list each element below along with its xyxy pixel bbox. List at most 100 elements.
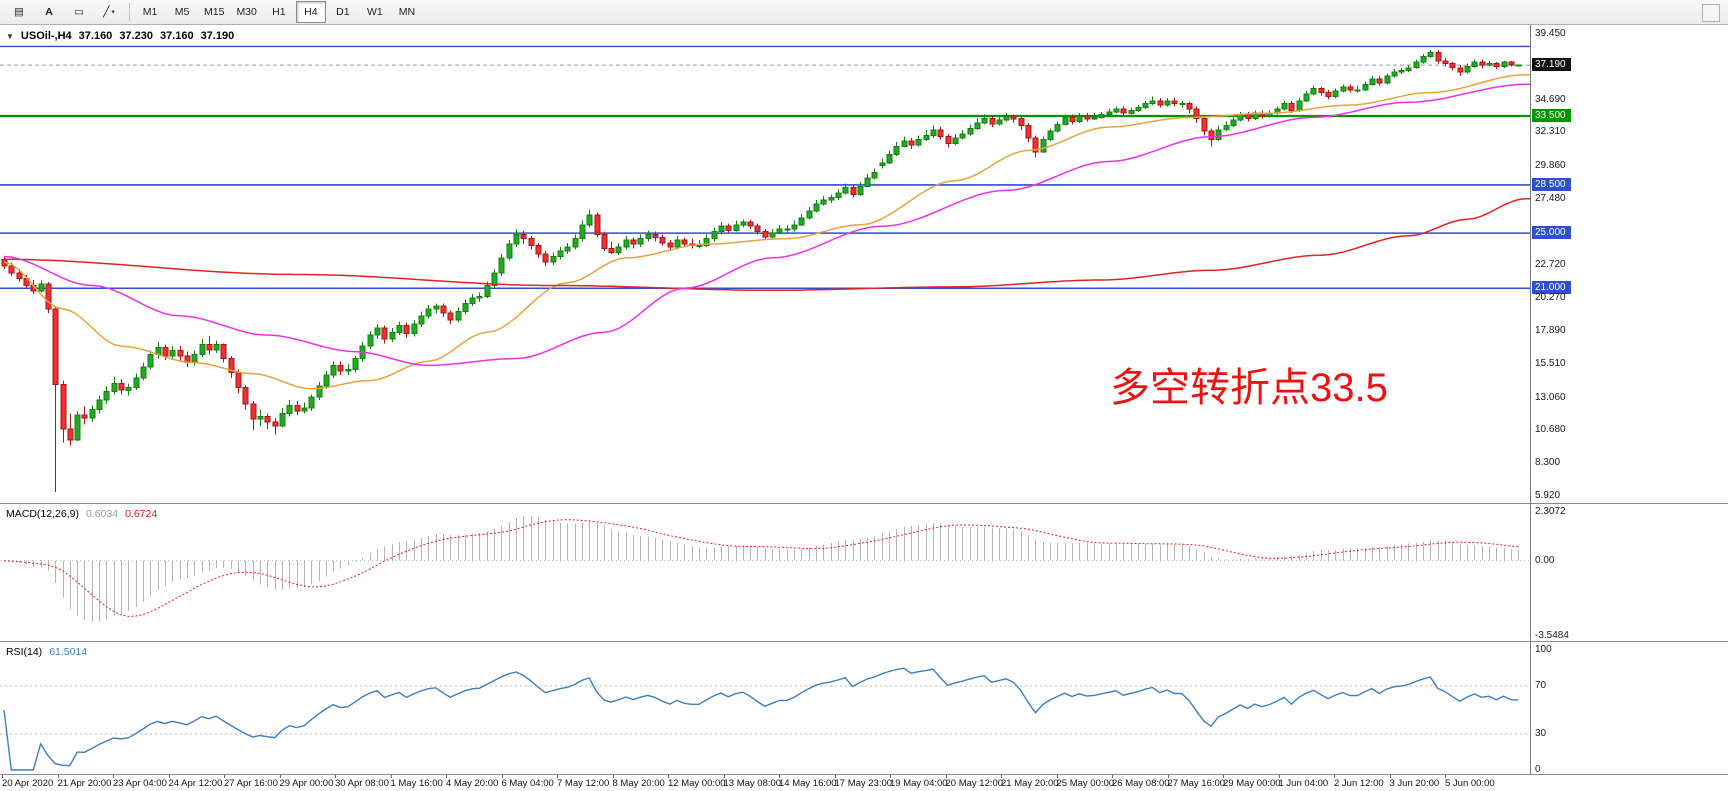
toolbar-right-button[interactable] (1702, 4, 1720, 22)
timeframe-button-m30[interactable]: M30 (236, 6, 257, 18)
time-axis-tick (723, 775, 725, 778)
panel-separator (0, 774, 1728, 775)
price-axis[interactable]: 39.450 37.190 34.690 33.500 32.310 29.860 28.5… (1530, 25, 1728, 503)
indicator-axis-label: 30 (1535, 728, 1547, 739)
time-axis-tick (224, 775, 225, 778)
timeframe-button-h4[interactable]: H4 (295, 1, 326, 23)
time-axis-tick (779, 775, 780, 778)
rsi-name: RSI(14) (6, 646, 43, 658)
time-axis-tick (168, 775, 170, 778)
time-axis-tick (335, 775, 336, 778)
indicator-axis-label: 100 (1535, 644, 1552, 655)
ma-red (4, 197, 1530, 292)
macd-name: MACD(12,26,9) (6, 508, 79, 520)
time-axis-label: 5 Jun 00:00 (1445, 778, 1495, 789)
chart-text-annotation: 多空转折点33.5 (1110, 366, 1388, 410)
time-axis-label: 20 Apr 2020 (2, 778, 54, 789)
price-axis-label: 34.690 (1535, 93, 1566, 105)
ma-magenta (3, 83, 1530, 367)
price-axis-label: 5.920 (1535, 490, 1561, 502)
chart-title: ▼ USOil-,H4 37.160 37.230 37.160 37.190 (6, 30, 234, 42)
ohlc-open: 37.160 (78, 30, 113, 42)
time-axis-tick (1223, 775, 1224, 778)
price-axis-label: 22.720 (1535, 258, 1566, 270)
indicator-axis-label: 70 (1535, 680, 1547, 691)
time-axis-tick (1112, 775, 1113, 778)
rsi-line (3, 667, 1519, 771)
time-axis-tick (945, 775, 947, 778)
time-axis-tick (890, 775, 891, 778)
rsi-chart[interactable] (0, 642, 1530, 774)
price-axis-label: 20.270 (1535, 292, 1566, 304)
time-axis-label: 6 May 04:00 (501, 778, 554, 789)
top-toolbar: ▤ A ▭ ╱ ▾ M1 M5 M15 M30 H1 H4 D1 W1 MN (0, 0, 1728, 25)
price-axis-label: 15.510 (1535, 357, 1566, 369)
ohlc-high: 37.230 (119, 30, 153, 42)
timeframe-button-w1[interactable]: W1 (367, 6, 383, 18)
time-axis-label: 27 Apr 16:00 (224, 778, 278, 789)
toolbar-separator (129, 3, 130, 21)
indicator-axis-label: 0.00 (1535, 554, 1555, 566)
time-axis-label: 1 Jun 04:00 (1278, 778, 1329, 789)
time-axis[interactable]: 20 Apr 2020 21 Apr 20:00 23 Apr 04:00 24 Ap… (0, 775, 1728, 791)
time-axis-tick (1334, 775, 1335, 778)
rsi-axis: 100 70 30 0 (1530, 642, 1728, 774)
shape-tool-button[interactable]: ▭ (64, 1, 94, 23)
timeframe-button-m1[interactable]: M1 (142, 6, 158, 18)
trendline-tool-button[interactable]: ╱ ▾ (94, 1, 124, 23)
time-axis-tick (834, 775, 836, 778)
chevron-down-icon: ▾ (111, 9, 115, 16)
time-axis-label: 12 May 00:00 (668, 778, 726, 789)
panel-separator[interactable] (0, 503, 1728, 504)
macd-chart[interactable] (0, 504, 1530, 641)
time-axis-tick (1056, 775, 1058, 778)
time-axis-tick (1001, 775, 1002, 778)
time-axis-label: 7 May 12:00 (557, 778, 610, 789)
time-axis-tick (668, 775, 669, 778)
timeframe-button-group: M1 M5 M15 M30 H1 H4 D1 W1 MN (135, 1, 422, 23)
price-axis-label: 27.480 (1535, 192, 1566, 204)
time-axis-label: 8 May 20:00 (612, 778, 665, 789)
price-axis-label: 32.310 (1535, 126, 1566, 138)
hline-price-badge: 28.500 (1532, 177, 1571, 191)
price-axis-label: 17.890 (1535, 325, 1566, 337)
timeframe-button-d1[interactable]: D1 (336, 6, 350, 18)
macd-panel[interactable]: MACD(12,26,9) 0.6034 0.6724 (0, 504, 1530, 641)
shape-tool-icon: ▭ (74, 6, 84, 18)
time-axis-label: 4 May 20:00 (446, 778, 499, 789)
macd-main-value: 0.6034 (85, 508, 119, 520)
rsi-panel[interactable]: RSI(14) 61.5014 (0, 642, 1530, 774)
timeframe-button-m15[interactable]: M15 (204, 6, 225, 18)
timeframe-button-m5[interactable]: M5 (174, 6, 190, 18)
price-axis-label: 13.060 (1535, 391, 1566, 403)
time-axis-label: 27 May 16:00 (1167, 778, 1226, 789)
time-axis-tick (501, 775, 503, 778)
time-axis-label: 3 Jun 20:00 (1389, 778, 1440, 789)
panel-separator[interactable] (0, 641, 1728, 642)
chart-list-glyph: ▤ (14, 6, 24, 18)
main-chart-panel[interactable]: ▼ USOil-,H4 37.160 37.230 37.160 37.190 … (0, 25, 1530, 503)
time-axis-tick (279, 775, 281, 778)
hline-price-badge: 25.000 (1532, 226, 1571, 240)
time-axis-tick (1278, 775, 1280, 778)
timeframe-button-h1[interactable]: H1 (272, 6, 286, 18)
time-axis-label: 14 May 16:00 (779, 778, 837, 789)
macd-axis: 2.3072 0.00 -3.5484 (1530, 504, 1728, 641)
time-axis-label: 21 Apr 20:00 (57, 778, 112, 789)
time-axis-label: 29 May 00:00 (1223, 778, 1281, 789)
candlestick-chart[interactable] (0, 25, 1530, 503)
time-axis-tick (1445, 775, 1446, 778)
ohlc-low: 37.160 (159, 30, 194, 42)
time-axis-label: 29 Apr 00:00 (279, 778, 334, 789)
time-axis-label: 19 May 04:00 (890, 778, 948, 789)
symbol-period-label: USOil-,H4 (20, 30, 72, 42)
time-axis-tick (57, 775, 59, 778)
time-axis-label: 17 May 23:00 (834, 778, 893, 789)
text-annotation-tool-button[interactable]: A (34, 1, 64, 23)
macd-signal-value: 0.6724 (125, 508, 158, 520)
time-axis-tick (1167, 775, 1169, 778)
chart-list-icon[interactable]: ▤ (4, 1, 34, 23)
timeframe-button-mn[interactable]: MN (398, 6, 416, 18)
text-tool-glyph: A (45, 6, 53, 18)
ohlc-close: 37.190 (200, 30, 235, 42)
